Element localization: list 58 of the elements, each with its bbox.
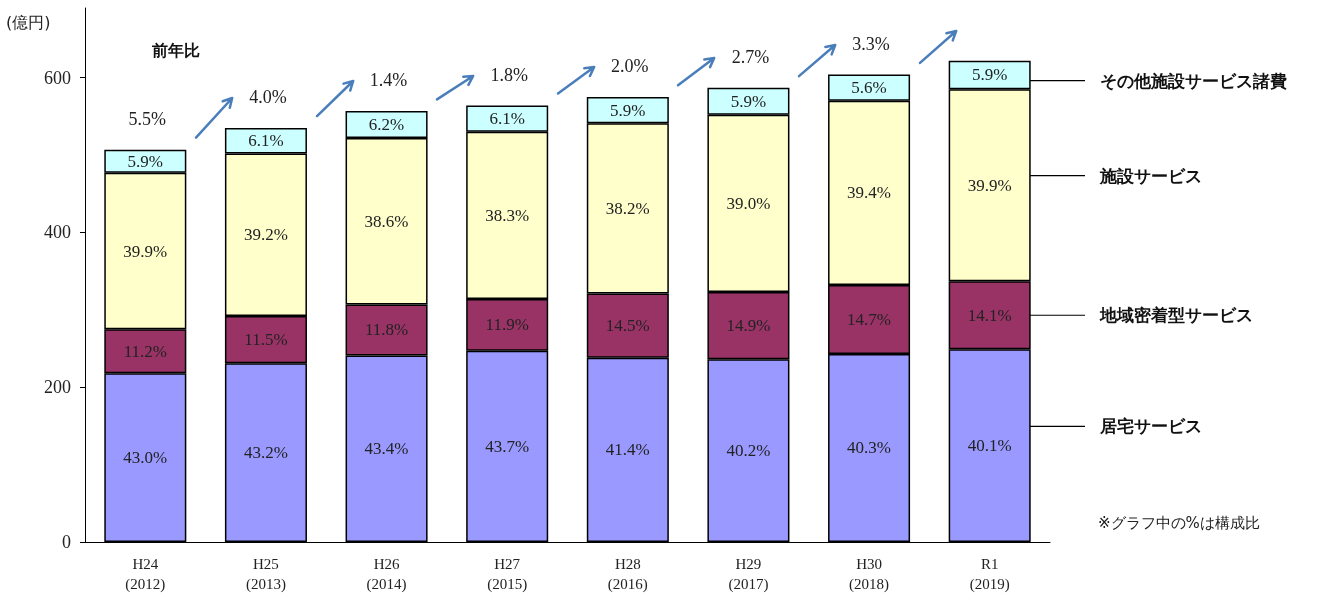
annotation: 38.6% [364,211,409,231]
annotation: 6.2% [368,114,405,134]
annotation: 38.2% [605,198,650,218]
annotation: 前年比 [151,40,200,60]
annotation: 5.9% [730,91,767,111]
annotation: 14.7% [847,310,892,329]
annotation: 2.7% [731,46,770,67]
legend-label: 居宅サービス [1099,416,1202,437]
annotation: 43.0% [123,448,168,468]
annotation: 43.4% [364,439,409,459]
annotation: 5.5% [128,108,167,129]
annotation: 39.2% [243,225,288,245]
annotation: 2.0% [611,56,649,76]
text: ※グラフ中の%は構成比 [1098,513,1260,532]
legend-label: その他施設サービス諸費 [1100,70,1287,91]
x-tick-label: H26 (2014) [366,556,407,593]
annotation: 39.9% [967,175,1012,195]
x-tick-label: H25 (2013) [245,556,286,593]
y-axis-title: (億円) [6,12,51,32]
annotation: 11.5% [244,330,288,350]
annotation: 43.7% [485,436,530,456]
annotation: 11.2% [123,341,167,361]
annotation: 39.9% [123,241,168,261]
annotation: 3.3% [852,33,890,54]
annotation: 11.9% [485,315,529,335]
annotation: 1.4% [369,69,408,90]
legend-label: 施設サービス [1099,165,1202,186]
x-tick-label: H30 (2018) [849,556,890,593]
annotation: 5.9% [610,100,646,120]
annotation: 14.9% [726,316,771,336]
x-tick-label: H29 (2017) [728,556,769,593]
annotation: 38.3% [485,205,530,225]
legend-label: 地域密着型サービス [1099,305,1253,326]
annotation: 4.0% [249,86,287,107]
annotation: 11.8% [364,320,409,340]
annotation: 43.2% [243,443,288,463]
y-tick-label: 200 [44,377,71,398]
y-tick-label: 600 [44,67,71,88]
annotation: 5.9% [971,65,1008,85]
x-tick-label: R1 (2019) [969,556,1010,593]
annotation: 5.9% [127,151,164,171]
x-tick-label: H27 (2015) [487,556,528,593]
annotation: 6.1% [489,109,525,129]
y-tick-label: 0 [62,532,71,552]
y-tick-label: 400 [44,222,71,243]
annotation: 1.8% [490,64,528,85]
annotation: 39.4% [847,183,892,203]
annotation: 14.1% [967,305,1012,325]
annotation: 39.0% [726,193,771,213]
annotation: 5.6% [851,78,887,98]
annotation: 41.4% [605,440,650,460]
annotation: 6.1% [248,131,284,151]
annotation: 40.3% [847,438,892,458]
annotation: 14.5% [605,316,650,336]
x-tick-label: H24 (2012) [125,556,166,593]
annotation: 40.1% [967,436,1012,456]
x-tick-label: H28 (2016) [607,556,648,593]
annotation: 40.2% [726,441,771,461]
